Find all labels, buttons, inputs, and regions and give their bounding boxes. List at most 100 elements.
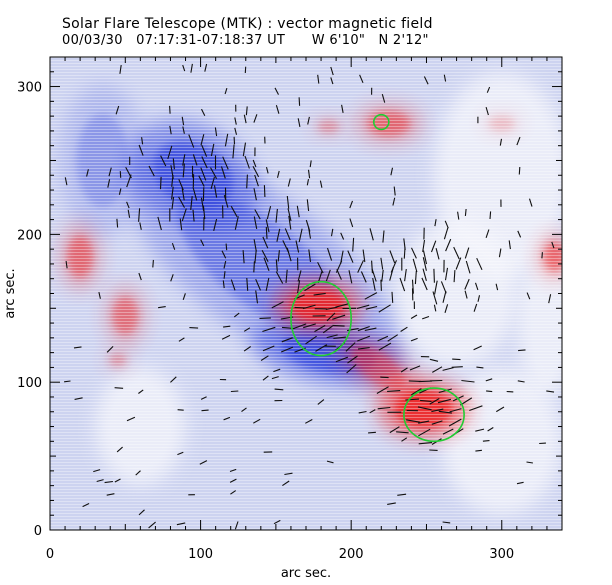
field-vector (263, 185, 266, 198)
field-vector (347, 355, 358, 364)
field-vector (114, 478, 121, 483)
field-vector (409, 365, 421, 371)
field-vector (96, 479, 104, 483)
field-vector (444, 267, 449, 281)
field-vector (152, 259, 154, 268)
field-vector (526, 292, 531, 300)
field-vector (485, 378, 493, 382)
field-vector (345, 342, 356, 352)
field-vector (200, 134, 205, 146)
field-vector (229, 478, 237, 483)
field-vector (297, 270, 302, 282)
field-vector (443, 227, 449, 240)
field-vector (224, 87, 228, 95)
field-vector (410, 337, 418, 342)
field-vector (273, 368, 281, 373)
field-vector (368, 431, 376, 434)
field-vector (499, 138, 503, 146)
field-vector (93, 469, 101, 473)
field-vector (198, 175, 205, 187)
field-vector (265, 226, 268, 239)
field-vector (298, 228, 303, 243)
field-vector (433, 304, 437, 312)
field-vector (138, 272, 142, 281)
field-vector (138, 509, 145, 516)
field-vector (477, 295, 481, 302)
field-vector (287, 178, 291, 187)
field-vector (397, 493, 407, 496)
field-vector (362, 249, 366, 263)
field-vector (482, 440, 490, 442)
field-vector (201, 409, 209, 412)
field-vector (390, 167, 394, 176)
field-vector (434, 280, 438, 295)
field-vector (181, 188, 185, 201)
field-vector (387, 502, 396, 505)
field-vector (451, 366, 463, 368)
field-vector (82, 503, 90, 508)
field-vector (221, 250, 227, 259)
field-vector (138, 389, 144, 394)
field-vector (475, 428, 485, 432)
field-vector (303, 323, 316, 329)
field-vector (210, 143, 215, 157)
field-vector (261, 249, 269, 262)
field-vector (518, 349, 526, 352)
field-vector (284, 472, 293, 476)
field-vector (326, 334, 338, 339)
field-vector (297, 280, 301, 294)
field-vector (296, 205, 300, 218)
field-vector (285, 269, 288, 283)
field-vector (138, 208, 141, 222)
field-vector (340, 250, 344, 264)
field-vector (380, 376, 389, 379)
field-vector (508, 240, 511, 250)
field-vector (243, 346, 252, 352)
field-vector (461, 379, 475, 383)
field-vector (475, 449, 482, 452)
field-vector (465, 260, 471, 274)
field-vector (365, 305, 378, 310)
field-vector (157, 216, 162, 231)
field-vector (104, 480, 113, 484)
field-vector (380, 257, 384, 270)
field-vector (389, 250, 396, 264)
field-vector (464, 247, 470, 259)
field-vector (347, 250, 354, 263)
field-vector (260, 355, 269, 361)
field-vector (387, 390, 401, 392)
field-vector (298, 97, 301, 106)
field-vector (414, 270, 417, 285)
field-vector (418, 420, 430, 424)
field-vector (457, 211, 460, 220)
field-vector (159, 176, 162, 190)
field-vector (225, 243, 228, 251)
x-tick-label: 100 (188, 547, 213, 562)
field-vector (442, 367, 454, 371)
field-vector (167, 145, 173, 160)
field-vector (192, 186, 198, 201)
field-vector (435, 248, 440, 260)
field-vector (253, 239, 257, 252)
field-vector (222, 156, 229, 170)
field-vector (182, 163, 185, 178)
field-vector (282, 480, 290, 487)
field-vector (223, 325, 231, 328)
x-tick-label: 300 (489, 547, 514, 562)
field-vector (357, 325, 370, 332)
field-vector (114, 387, 124, 389)
field-vector (304, 283, 316, 292)
field-vector (288, 215, 292, 230)
field-vector (169, 125, 172, 135)
field-vector (430, 240, 437, 253)
field-vector (357, 260, 364, 273)
field-vector (266, 205, 272, 220)
field-vector (244, 155, 250, 169)
field-vector (265, 277, 270, 291)
field-vector (265, 219, 270, 233)
field-vector (359, 74, 364, 84)
y-axis-label: arc sec. (3, 268, 18, 318)
field-vector (276, 170, 280, 178)
field-vector (119, 65, 122, 74)
field-vector (201, 156, 208, 169)
